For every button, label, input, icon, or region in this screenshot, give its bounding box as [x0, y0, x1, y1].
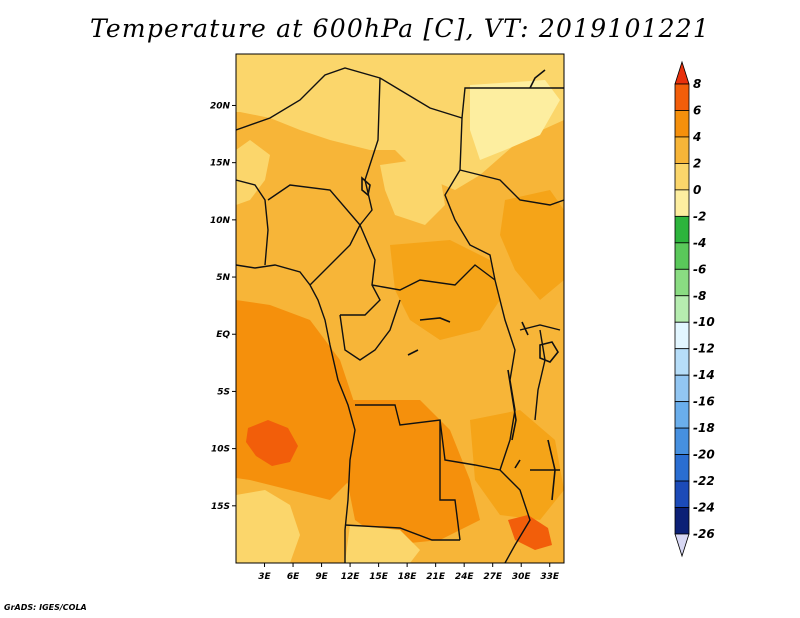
- colorbar-label: -12: [693, 342, 715, 356]
- x-tick-label: 12E: [341, 572, 361, 582]
- colorbar-top-triangle: [674, 60, 690, 85]
- lake-victoria: [539, 341, 559, 363]
- colorbar-swatch: [674, 507, 690, 535]
- colorbar-label: -2: [693, 209, 706, 223]
- x-tick-label: 33E: [540, 572, 560, 582]
- coastline-west-africa: [236, 264, 356, 563]
- x-axis: 3E 6E 9E 12E 15E 18E 21E 24E 27E 30E 33E: [258, 563, 560, 582]
- border-mali-niger: [236, 179, 269, 266]
- field-warm-se: [508, 515, 552, 550]
- colorbar-swatch: [674, 401, 690, 429]
- y-tick-label: 15S: [211, 502, 230, 512]
- field-orange-south: [345, 400, 480, 545]
- lake-tanganyika: [507, 369, 517, 441]
- field-orange-east: [500, 190, 564, 300]
- colorbar-swatch: [674, 480, 690, 508]
- colorbar-label: -22: [693, 474, 715, 488]
- colorbar-label: -18: [693, 421, 715, 435]
- y-tick-label: 15N: [210, 159, 231, 169]
- map-frame: [235, 53, 565, 564]
- border-nigeria: [267, 184, 361, 286]
- colorbar-swatch: [674, 215, 690, 244]
- y-axis: 20N 15N 10N 5N EQ 5S 10S 15S: [210, 101, 236, 512]
- red-sea-coast: [529, 69, 546, 89]
- border-sudan-south: [459, 169, 564, 206]
- colorbar-label: -24: [693, 501, 715, 515]
- colorbar-label: -4: [693, 236, 706, 250]
- colorbar-swatch: [674, 136, 690, 164]
- colorbar-label: -14: [693, 368, 715, 382]
- colorbar-label: 8: [693, 77, 701, 91]
- colorbar-label: -6: [693, 262, 706, 276]
- x-tick-label: 15E: [369, 572, 389, 582]
- lake-malawi: [547, 439, 556, 501]
- colorbar-swatch: [674, 83, 690, 111]
- colorbar-label: -26: [693, 527, 715, 541]
- colorbar-swatch: [674, 348, 690, 376]
- colorbar-swatch: [674, 163, 690, 191]
- field-orange-central: [390, 240, 500, 340]
- y-tick-label: 20N: [210, 101, 231, 111]
- colorbar-swatch: [674, 321, 690, 350]
- field-pale-nw: [236, 140, 270, 205]
- colorbar-label: 6: [693, 103, 701, 117]
- x-tick-label: 3E: [258, 572, 271, 582]
- colorbar: 8 6 4 2 0 -2 -4 -6 -8 -10 -12 -14 -16 -18 -20 -22 -24 -26: [674, 60, 715, 558]
- colorbar-swatch: [674, 295, 690, 323]
- field-lightest-ne: [470, 80, 560, 160]
- lakes: [361, 69, 559, 501]
- y-tick-label: EQ: [216, 330, 230, 340]
- x-tick-label: 6E: [287, 572, 300, 582]
- border-angola-zambia: [439, 420, 461, 541]
- chart-title: Temperature at 600hPa [C], VT: 201910122…: [90, 14, 710, 43]
- border-car: [371, 264, 496, 291]
- border-cameroon: [340, 224, 381, 316]
- x-tick-label: 21E: [426, 572, 446, 582]
- border-sahara-north: [236, 67, 463, 131]
- colorbar-swatch: [674, 374, 690, 403]
- country-borders: [236, 67, 564, 563]
- field-pale-central: [380, 160, 445, 225]
- x-tick-label: 30E: [512, 572, 532, 582]
- colorbar-label: -8: [693, 289, 706, 303]
- colorbar-label: -16: [693, 395, 715, 409]
- x-tick-label: 24E: [455, 572, 475, 582]
- border-congo: [339, 299, 401, 361]
- field-warm-spot: [246, 420, 298, 466]
- x-tick-label: 27E: [483, 572, 503, 582]
- colorbar-swatch: [674, 110, 690, 138]
- y-tick-label: 5N: [216, 273, 230, 283]
- colorbar-label: -20: [693, 448, 715, 462]
- colorbar-swatch: [674, 268, 690, 297]
- lake-albert: [521, 321, 529, 336]
- colorbar-label: 2: [693, 156, 701, 170]
- lake-chad: [361, 176, 371, 197]
- y-tick-label: 10N: [210, 216, 231, 226]
- border-angola-namibia: [344, 524, 460, 541]
- y-tick-label: 5S: [217, 387, 230, 397]
- x-tick-label: 9E: [315, 572, 328, 582]
- field-pale-ssw: [345, 525, 420, 563]
- colorbar-swatch: [674, 427, 690, 455]
- colorbar-bottom-triangle: [674, 533, 690, 558]
- y-tick-label: 10S: [211, 445, 230, 455]
- colorbar-swatch: [674, 454, 690, 482]
- colorbar-swatch: [674, 189, 690, 217]
- field-pale-sw: [236, 490, 300, 563]
- colorbar-label: -10: [693, 315, 715, 329]
- border-mozambique: [499, 469, 531, 563]
- colorbar-label: 0: [693, 183, 701, 197]
- colorbar-swatch: [674, 242, 690, 270]
- colorbar-label: 4: [692, 130, 701, 144]
- x-tick-label: 18E: [398, 572, 418, 582]
- credit-text: GrADS: IGES/COLA: [4, 603, 87, 612]
- temperature-field: [236, 54, 564, 563]
- border-libya-sudan: [461, 87, 564, 119]
- congo-river: [407, 317, 521, 469]
